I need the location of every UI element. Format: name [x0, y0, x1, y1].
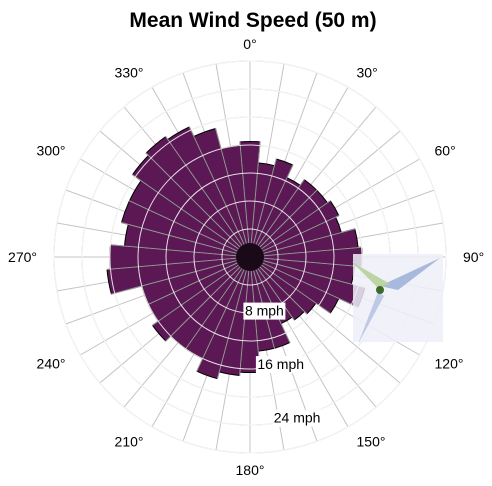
bar-spoke-line-320 [111, 118, 251, 258]
bar-spoke-line-230 [111, 256, 251, 396]
bar-spoke-line-30 [249, 79, 334, 258]
bar-spoke-line-90 [249, 239, 446, 258]
bar-spoke-line-250 [72, 256, 251, 341]
bar-spoke-line-260 [60, 256, 251, 309]
bar-spoke-line-140 [249, 256, 389, 396]
angle-label-180: 180° [236, 462, 265, 478]
bar-spoke-line-50 [249, 118, 389, 258]
ring-label-16: 16 mph [257, 356, 304, 372]
turbine-logo [352, 254, 443, 344]
angle-label-0: 0° [243, 36, 256, 52]
bar-spoke-line-290 [60, 205, 251, 258]
angle-label-120: 120° [435, 356, 464, 372]
ring-label-bg-8 [243, 302, 286, 320]
bar-spoke-line-190 [232, 256, 251, 453]
bar-spoke-line-350 [198, 67, 251, 258]
bar-spoke-line-310 [89, 144, 251, 258]
bar-spoke-line-160 [249, 256, 334, 435]
bar-spoke-line-60 [249, 144, 411, 258]
angle-label-210: 210° [115, 434, 144, 450]
angle-label-330: 330° [115, 65, 144, 81]
bar-spoke-line-220 [137, 256, 251, 418]
ring-label-8: 8 mph [245, 303, 284, 319]
bar-spoke-line-70 [249, 173, 428, 258]
bar-spoke-line-210 [166, 256, 251, 435]
bar-spoke-line-200 [198, 256, 251, 447]
bar-ring-line-4 [221, 228, 279, 286]
bar-ring-line-12 [165, 172, 335, 342]
bar-spoke-line-240 [89, 256, 251, 370]
bar-ring-line-28 [53, 60, 447, 454]
ring-label-bg-16 [255, 356, 306, 374]
ring-label-bg-24 [272, 409, 322, 427]
angle-label-60: 60° [435, 143, 456, 159]
bar-spoke-line-300 [72, 173, 251, 258]
angle-label-150: 150° [357, 434, 386, 450]
bar-spoke-line-180 [249, 256, 268, 453]
ring-label-24: 24 mph [274, 410, 321, 426]
angle-label-90: 90° [463, 249, 484, 265]
chart-title: Mean Wind Speed (50 m) [129, 9, 376, 32]
bar-spoke-line-10 [249, 61, 268, 258]
angle-label-30: 30° [357, 65, 378, 81]
bar-spoke-line-0 [232, 61, 251, 258]
bar-spoke-line-340 [166, 79, 251, 258]
center-hub [236, 243, 264, 271]
bar-spoke-line-330 [137, 96, 251, 258]
bar-spoke-line-150 [249, 256, 363, 418]
bar-spoke-line-80 [249, 205, 440, 258]
angle-label-270: 270° [8, 249, 37, 265]
bar-spoke-line-270 [54, 256, 251, 275]
bar-spoke-line-20 [249, 67, 302, 258]
ring-labels: 8 mph 16 mph 24 mph [243, 302, 322, 427]
angle-label-240: 240° [37, 356, 66, 372]
angle-label-300: 300° [37, 143, 66, 159]
bar-spoke-line-40 [249, 96, 363, 258]
bar-spoke-line-280 [54, 239, 251, 258]
angle-labels: 0° 30° 60° 90° 120° 150° 180° 210° 240° 270° 300° 3… [8, 36, 484, 478]
bar-spoke-line-130 [249, 256, 411, 370]
